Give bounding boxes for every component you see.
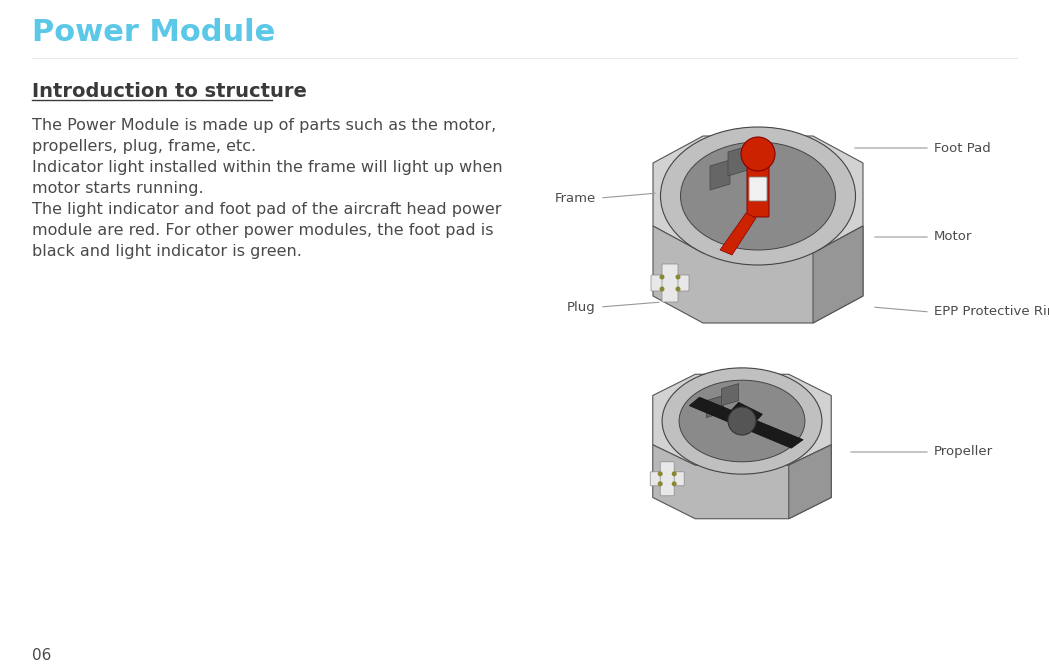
Circle shape (671, 481, 677, 486)
Text: motor starts running.: motor starts running. (33, 181, 204, 196)
Circle shape (660, 287, 664, 291)
Text: Motor: Motor (934, 231, 972, 243)
Circle shape (676, 275, 681, 279)
Circle shape (676, 287, 681, 291)
Polygon shape (652, 445, 831, 519)
Text: Plug: Plug (568, 301, 596, 313)
Text: Propeller: Propeller (934, 446, 993, 458)
Circle shape (728, 407, 756, 435)
FancyBboxPatch shape (662, 264, 678, 302)
Polygon shape (789, 445, 831, 519)
Polygon shape (813, 226, 863, 323)
Text: Power Module: Power Module (33, 18, 275, 47)
Text: module are red. For other power modules, the foot pad is: module are red. For other power modules,… (33, 223, 493, 238)
FancyBboxPatch shape (747, 157, 769, 217)
Circle shape (741, 137, 775, 171)
Polygon shape (720, 213, 756, 255)
Polygon shape (652, 226, 863, 323)
FancyBboxPatch shape (650, 471, 684, 486)
Text: Introduction to structure: Introduction to structure (33, 82, 307, 101)
Ellipse shape (662, 368, 822, 474)
Ellipse shape (661, 127, 856, 265)
Polygon shape (706, 396, 724, 418)
Text: The light indicator and foot pad of the aircraft head power: The light indicator and foot pad of the … (33, 202, 501, 217)
Polygon shape (652, 136, 863, 253)
Text: EPP Protective Ring: EPP Protective Ring (934, 305, 1049, 319)
Ellipse shape (681, 142, 835, 250)
Text: Indicator light installed within the frame will light up when: Indicator light installed within the fra… (33, 160, 502, 175)
Polygon shape (729, 402, 763, 424)
FancyBboxPatch shape (749, 177, 767, 201)
FancyBboxPatch shape (660, 462, 675, 496)
Polygon shape (689, 397, 804, 448)
Text: propellers, plug, frame, etc.: propellers, plug, frame, etc. (33, 139, 256, 154)
FancyBboxPatch shape (651, 275, 689, 291)
Text: Frame: Frame (555, 192, 596, 205)
Circle shape (660, 275, 664, 279)
Circle shape (658, 471, 663, 476)
Text: The Power Module is made up of parts such as the motor,: The Power Module is made up of parts suc… (33, 118, 496, 133)
Text: black and light indicator is green.: black and light indicator is green. (33, 244, 302, 259)
Polygon shape (722, 384, 738, 406)
Polygon shape (728, 146, 748, 176)
Text: Foot Pad: Foot Pad (934, 142, 990, 154)
Polygon shape (652, 374, 831, 466)
Circle shape (658, 481, 663, 486)
Polygon shape (710, 160, 730, 190)
Ellipse shape (679, 380, 805, 462)
Text: 06: 06 (33, 648, 51, 663)
Circle shape (671, 471, 677, 476)
